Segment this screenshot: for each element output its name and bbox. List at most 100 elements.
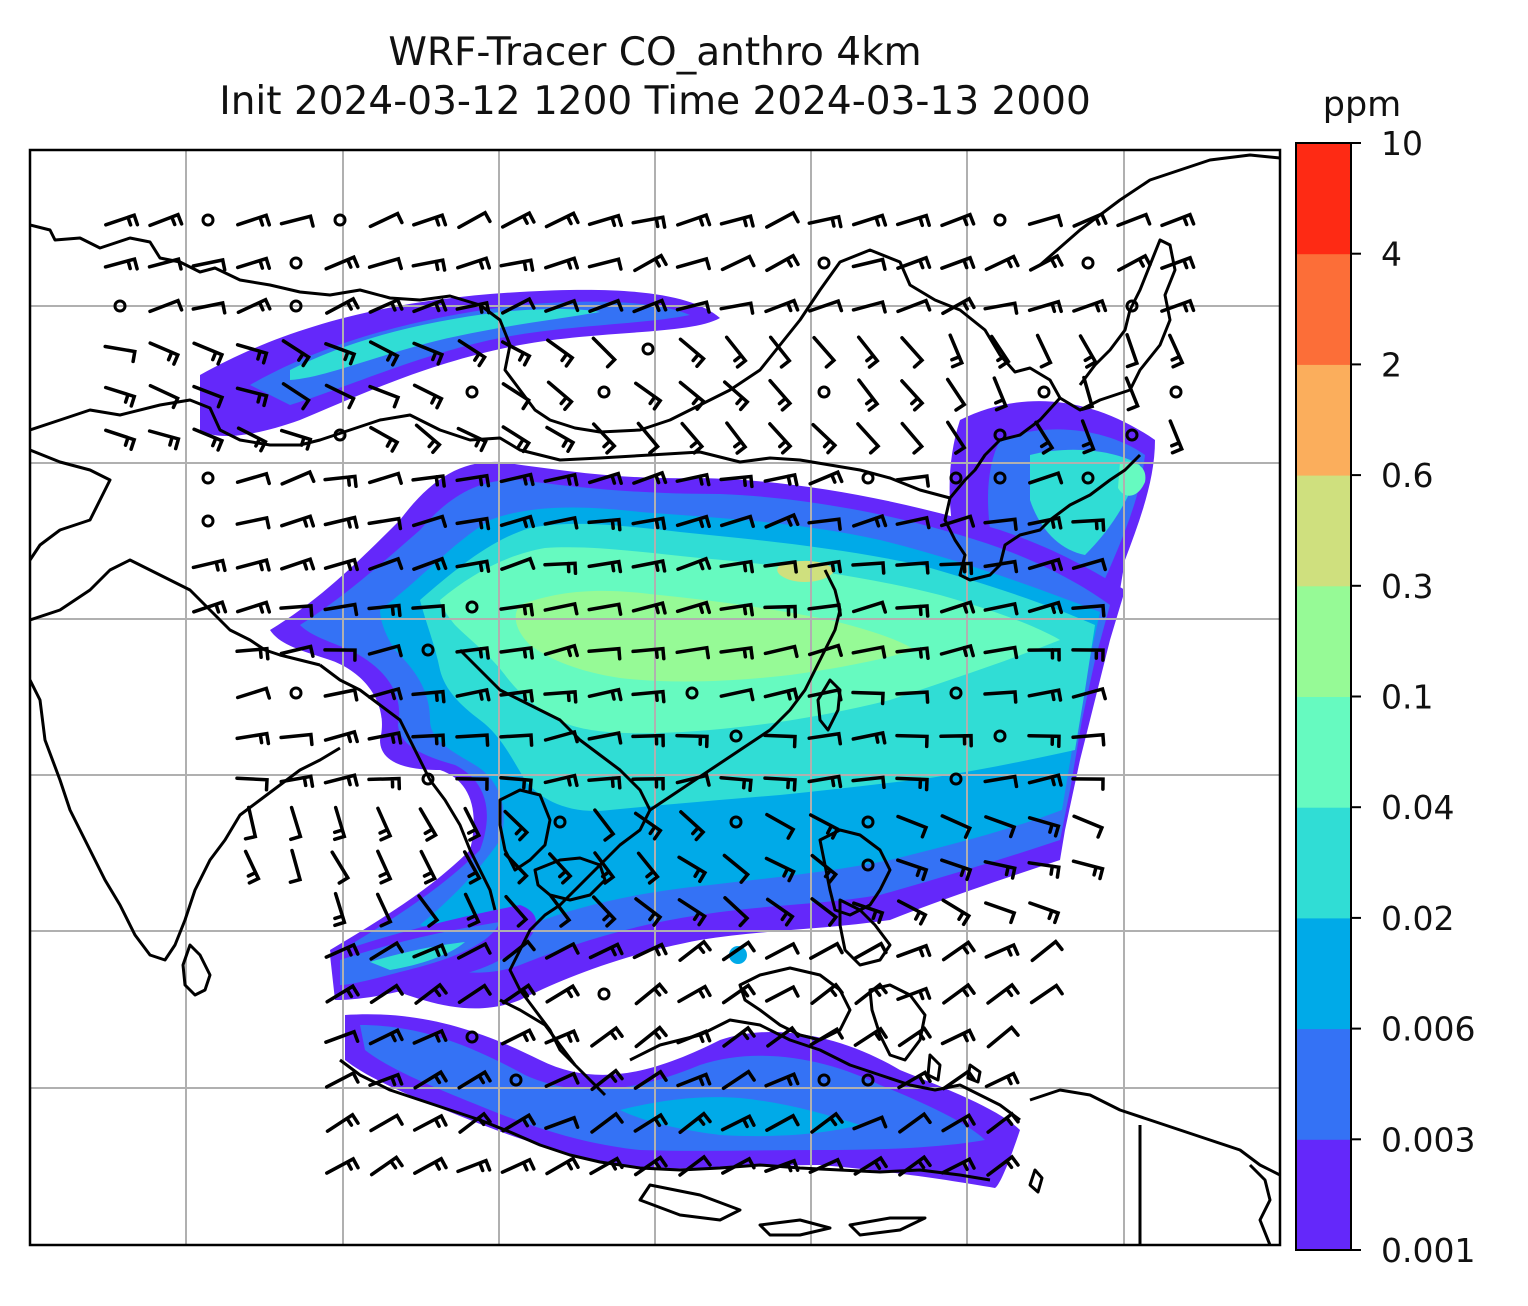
wind-barb <box>324 1029 360 1044</box>
chart-title: WRF-Tracer CO_anthro 4km Init 2024-03-12… <box>30 28 1280 126</box>
colorbar-band <box>1296 696 1351 808</box>
wind-barb <box>1071 777 1105 791</box>
wind-barb <box>412 556 448 571</box>
wind-barb <box>243 805 258 841</box>
colorbar-band <box>1296 1028 1351 1140</box>
calm-wind-marker <box>421 643 435 657</box>
wind-barb <box>368 556 404 571</box>
wind-barb <box>1072 298 1108 313</box>
wind-barb <box>546 380 574 412</box>
wind-barb <box>723 896 750 928</box>
wind-barb <box>1028 253 1064 272</box>
wind-barb <box>895 561 930 575</box>
wind-barb <box>545 1156 580 1176</box>
wind-barb <box>719 646 754 660</box>
wind-barb <box>719 474 754 489</box>
wind-barb <box>1080 419 1096 455</box>
wind-barb <box>332 805 347 842</box>
wind-barb <box>896 858 929 882</box>
wind-barb <box>768 422 793 455</box>
wind-barb <box>939 733 973 748</box>
wind-barb <box>1080 375 1095 411</box>
wind-barb <box>499 514 536 529</box>
wind-barb <box>632 942 668 960</box>
wind-barb <box>808 1157 844 1174</box>
wind-barb <box>941 1113 976 1133</box>
wind-barb <box>679 810 706 842</box>
wind-barb <box>235 515 271 530</box>
wind-barb <box>457 210 492 230</box>
wind-barb <box>763 687 799 701</box>
wind-barb <box>856 422 881 455</box>
calm-wind-marker <box>861 858 875 872</box>
wind-barb <box>1030 939 1064 963</box>
wind-barb <box>631 516 667 531</box>
wind-barb <box>851 561 886 575</box>
wind-barb <box>984 254 1020 272</box>
wind-barb <box>940 1028 976 1046</box>
wind-barb <box>677 898 708 927</box>
wind-barb <box>721 1156 756 1175</box>
wind-barb <box>807 731 843 746</box>
wind-barb <box>412 943 448 959</box>
wind-barb <box>455 516 491 531</box>
wind-barb <box>896 814 929 839</box>
wind-barb <box>504 894 529 928</box>
wind-barb <box>324 254 360 271</box>
wind-barb <box>587 646 622 661</box>
wind-barb <box>279 428 313 451</box>
wind-barb <box>719 559 755 574</box>
wind-barb <box>104 212 140 227</box>
wind-barb <box>192 599 228 614</box>
wind-barb <box>279 732 314 747</box>
wind-barb <box>678 380 707 411</box>
wind-barb <box>1028 470 1064 485</box>
wind-barb <box>543 773 579 788</box>
wind-barb <box>676 556 712 572</box>
wind-barb <box>411 733 446 747</box>
calm-wind-marker <box>333 428 347 442</box>
wind-barb <box>549 894 572 928</box>
wind-barb <box>768 335 792 369</box>
wind-barb <box>807 643 843 657</box>
wind-barb <box>720 254 756 272</box>
wind-barb <box>631 215 667 229</box>
wind-barb <box>457 983 492 1005</box>
wind-barb <box>418 807 438 842</box>
wind-barb <box>103 256 139 271</box>
wind-barb <box>1125 333 1140 369</box>
wind-barb <box>897 1026 932 1048</box>
colorbar-tick-label: 0.003 <box>1381 1120 1475 1159</box>
wind-barb <box>1035 333 1053 369</box>
wind-barb <box>587 517 622 532</box>
wind-barb <box>587 602 623 616</box>
wind-barb <box>895 733 929 749</box>
wind-barb <box>631 733 665 748</box>
wind-barb <box>500 296 536 315</box>
wind-barb <box>633 1069 668 1090</box>
wind-barb <box>942 982 976 1005</box>
wind-barb <box>412 298 448 314</box>
calm-wind-marker <box>861 471 875 485</box>
wind-barb <box>765 1113 800 1132</box>
wind-barb <box>677 984 712 1004</box>
calm-wind-marker <box>1125 299 1139 313</box>
wind-barb <box>809 1026 844 1047</box>
wind-barb <box>367 731 403 745</box>
wind-barb <box>857 378 880 412</box>
wind-barb <box>500 340 532 367</box>
wind-barb <box>724 335 748 369</box>
wind-barb <box>763 604 798 619</box>
wind-barb <box>192 341 225 366</box>
wind-barb <box>1034 420 1055 455</box>
wind-barb <box>412 383 444 410</box>
wind-barb <box>103 385 137 408</box>
wind-barb <box>368 297 404 314</box>
wind-barb <box>417 894 440 928</box>
wind-barb <box>457 1069 492 1090</box>
wind-barb <box>411 689 446 704</box>
wind-barb <box>1028 901 1061 925</box>
wind-barb <box>940 814 973 839</box>
wind-barb <box>324 1070 360 1089</box>
wind-barb <box>631 601 667 615</box>
